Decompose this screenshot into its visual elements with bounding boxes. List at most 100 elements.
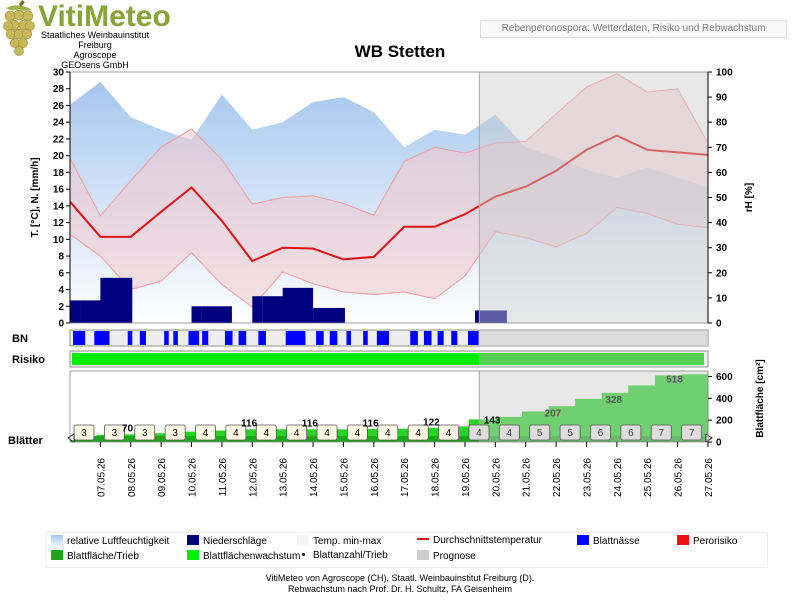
left-tick-label: 30 [53, 68, 65, 79]
left-axis-label: T. [°C], N. [mm/h] [30, 157, 41, 237]
right-tick-label: 50 [716, 193, 728, 204]
brand-line: Staatliches Weinbauinstitut Freiburg [41, 30, 149, 50]
precip-bar [100, 277, 133, 323]
date-tick-label: 12.05.26 [248, 458, 259, 497]
legend-swatch [677, 535, 689, 545]
legend-item: Perorisiko [677, 535, 737, 547]
risk-fill [72, 353, 480, 365]
legend-swatch [297, 535, 309, 545]
leaf-wetness-block [376, 331, 389, 345]
leaf-wetness-block [173, 331, 178, 345]
leaf-count-label: 4 [203, 428, 209, 439]
precip-bar [191, 306, 202, 323]
leaf-area-label: 207 [545, 408, 562, 419]
leaf-wetness-block [423, 331, 432, 345]
leaf-area-label: 122 [423, 418, 440, 429]
legend-item: Temp. min-max [297, 535, 381, 547]
legend-swatch [187, 550, 199, 560]
leaf-count-badge [316, 424, 338, 441]
date-tick-label: 14.05.26 [309, 458, 320, 497]
date-tick-label: 10.05.26 [188, 458, 199, 497]
left-tick-label: 4 [58, 285, 64, 296]
leaf-count-badge [377, 424, 399, 441]
right-tick-label: 100 [716, 68, 733, 79]
leaf-count-badge [134, 424, 156, 441]
left-tick-label: 26 [53, 101, 65, 112]
leaf-count-label: 6 [598, 428, 604, 439]
right-tick-label: 40 [716, 218, 728, 229]
leaf-count-badge [195, 424, 216, 441]
leaf-count-label: 4 [355, 428, 361, 439]
precip-bar [474, 310, 507, 323]
legend-item: Blattanzahl/Trieb [297, 550, 388, 561]
growth-label: Blätter [8, 435, 44, 447]
leaf-count-badge [286, 424, 308, 441]
chart-title: WB Stetten [354, 42, 446, 61]
leaf-count-label: 3 [172, 428, 178, 439]
right-tick-label: 20 [716, 268, 728, 279]
legend-label: Blattnässe [593, 536, 640, 547]
legend-item: relative Luftfeuchtigkeit [51, 535, 169, 547]
legend-item: Niederschläge [187, 535, 267, 547]
leaf-count-label: 7 [689, 428, 695, 439]
leaf-count-label: 5 [537, 428, 543, 439]
leaf-count-badge [559, 424, 581, 441]
precip-bar [313, 307, 345, 323]
leaf-count-badge [681, 424, 703, 441]
leaf-wetness-block [285, 331, 306, 345]
left-tick-label: 18 [53, 168, 65, 179]
leaf-wetness-block [467, 331, 479, 345]
legend-label: Durchschnittstemperatur [433, 535, 542, 546]
leaf-count-badge [73, 424, 95, 441]
right-tick-label: 0 [716, 319, 722, 330]
leaf-count-label: 4 [446, 428, 452, 439]
chart-topic-tag: Rebenperonospora: Wetterdaten, Risiko un… [480, 20, 787, 38]
leaf-count-label: 4 [385, 428, 391, 439]
left-tick-label: 22 [53, 134, 65, 145]
left-tick-label: 8 [58, 252, 64, 263]
brand-subtitle: Staatliches Weinbauinstitut Freiburg Agr… [30, 30, 160, 70]
leaf-count-label: 3 [142, 428, 148, 439]
date-tick-label: 25.05.26 [643, 458, 654, 497]
leaf-count-badge [225, 424, 247, 441]
leaf-count-label: 4 [415, 428, 421, 439]
left-tick-label: 0 [58, 319, 64, 330]
temp-min-max-band [70, 73, 708, 308]
risk-forecast-fill [479, 353, 704, 365]
left-tick-label: 12 [53, 218, 65, 229]
chart-legend: relative Luftfeuchtigkeit Niederschläge Te… [46, 532, 768, 568]
left-tick-label: 10 [53, 235, 65, 246]
leaf-wetness-block [73, 331, 86, 345]
leaf-count-badge [255, 424, 277, 441]
leaf-wetness-block [363, 331, 368, 345]
legend-label: Prognose [433, 551, 476, 562]
precip-bar [201, 306, 232, 323]
leaf-count-badge [529, 424, 551, 441]
right-tick-label: 60 [716, 168, 728, 179]
leaf-wetness-block [127, 331, 133, 345]
leaf-wetness-block [346, 331, 352, 345]
legend-swatch [187, 535, 199, 545]
legend-item: Blattfläche/Trieb [51, 550, 139, 562]
date-tick-label: 15.05.26 [339, 458, 350, 497]
legend-label: Temp. min-max [313, 536, 382, 547]
bn-label: BN [12, 333, 28, 345]
leaf-count-badge [620, 424, 642, 441]
growth-right-tick-label: 200 [716, 416, 733, 427]
legend-swatch [417, 538, 429, 540]
chart-area: BN Risiko 3 3 3 3 4 4 4 4 4 4 4 4 4 4 4 5 5 6 6 7 7 70 116 116 1… [8, 68, 766, 497]
temp-max-line [69, 73, 709, 217]
temp-min-line [69, 207, 709, 308]
leaf-count-label: 4 [264, 428, 270, 439]
brand-line: GEOsens GmbH [61, 60, 129, 70]
date-tick-label: 11.05.26 [218, 458, 229, 497]
left-tick-label: 14 [53, 201, 65, 212]
growth-right-tick-label: 400 [716, 394, 733, 405]
right-tick-label: 90 [716, 93, 728, 104]
grape-cluster-icon [3, 0, 35, 56]
legend-item: Blattnässe [577, 535, 640, 547]
legend-item: Prognose [417, 550, 476, 562]
growth-right-tick-label: 600 [716, 372, 733, 383]
leaf-area-label: 70 [122, 423, 134, 434]
date-tick-label: 21.05.26 [522, 458, 533, 497]
